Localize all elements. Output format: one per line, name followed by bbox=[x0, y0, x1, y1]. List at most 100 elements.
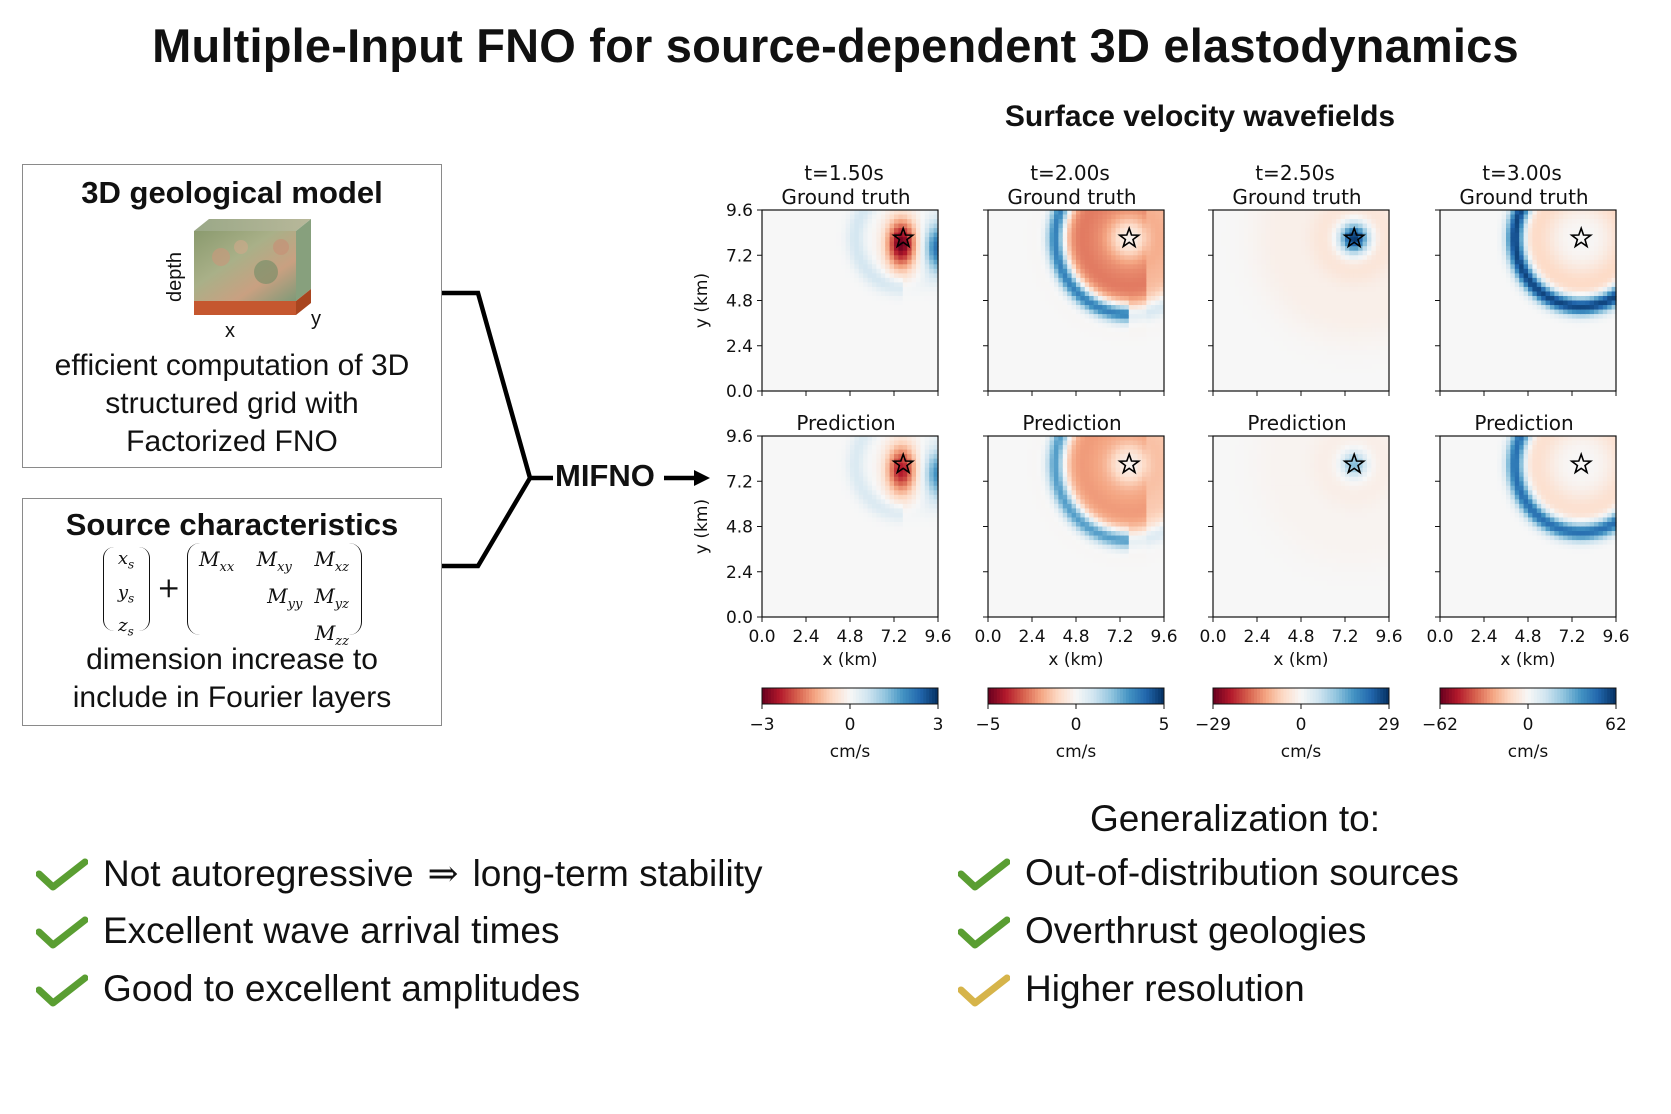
heatmap-cell bbox=[1071, 309, 1077, 315]
heatmap-cell bbox=[1084, 336, 1090, 342]
heatmap-cell bbox=[784, 282, 789, 288]
heatmap-cell bbox=[854, 467, 860, 473]
heatmap-cell bbox=[1027, 219, 1033, 225]
heatmap-cell bbox=[823, 255, 829, 261]
heatmap-cell bbox=[801, 535, 807, 541]
heatmap-cell bbox=[845, 268, 851, 274]
heatmap-cell bbox=[766, 472, 772, 478]
heatmap-cell bbox=[1120, 223, 1125, 229]
heatmap-cell bbox=[858, 291, 864, 297]
heatmap-cell bbox=[929, 363, 935, 369]
heatmap-cell bbox=[1018, 314, 1024, 320]
heatmap-cell bbox=[801, 386, 807, 392]
heatmap-cell bbox=[1049, 323, 1055, 329]
heatmap-cell bbox=[902, 336, 908, 342]
heatmap-cell bbox=[775, 571, 781, 577]
heatmap-cell bbox=[1001, 228, 1007, 234]
heatmap-cell bbox=[819, 228, 825, 234]
heatmap-cell bbox=[819, 377, 825, 383]
heatmap-cell bbox=[1018, 345, 1024, 351]
heatmap-cell bbox=[898, 607, 904, 614]
heatmap-cell bbox=[876, 481, 882, 487]
heatmap-cell bbox=[933, 549, 939, 555]
heatmap-cell bbox=[867, 223, 873, 229]
heatmap-cell bbox=[996, 345, 1002, 351]
heatmap-cell bbox=[880, 526, 886, 532]
heatmap-cell bbox=[863, 386, 869, 392]
heatmap-cell bbox=[863, 508, 869, 514]
heatmap-cell bbox=[775, 512, 781, 519]
heatmap-cell bbox=[1089, 332, 1095, 338]
heatmap-cell bbox=[1036, 250, 1042, 256]
heatmap-cell bbox=[876, 535, 882, 541]
heatmap-cell bbox=[762, 377, 767, 383]
heatmap-cell bbox=[854, 291, 860, 297]
heatmap-cell bbox=[1080, 273, 1086, 279]
heatmap-cell bbox=[841, 273, 847, 279]
heatmap-cell bbox=[1124, 223, 1130, 229]
heatmap-cell bbox=[889, 377, 895, 383]
heatmap-cell bbox=[907, 241, 913, 247]
heatmap-cell bbox=[988, 255, 993, 261]
heatmap-cell bbox=[1045, 300, 1051, 306]
heatmap-cell bbox=[788, 567, 794, 573]
heatmap-cell bbox=[1124, 291, 1130, 297]
heatmap-cell bbox=[1036, 309, 1042, 315]
heatmap-cell bbox=[889, 354, 895, 360]
heatmap-cell bbox=[1049, 354, 1055, 360]
heatmap-cell bbox=[1089, 282, 1095, 288]
heatmap-cell bbox=[894, 526, 899, 532]
heatmap-cell bbox=[854, 540, 860, 546]
heatmap-cell bbox=[810, 246, 816, 252]
heatmap-cell bbox=[1058, 318, 1064, 324]
heatmap-cell bbox=[858, 544, 864, 550]
heatmap-cell bbox=[898, 580, 904, 586]
heatmap-cell bbox=[992, 372, 998, 379]
heatmap-cell bbox=[1159, 241, 1165, 247]
heatmap-cell bbox=[911, 585, 917, 591]
heatmap-cell bbox=[1067, 273, 1073, 279]
panel-time-label: t=1.50s bbox=[804, 161, 884, 185]
heatmap-cell bbox=[836, 318, 842, 324]
heatmap-cell bbox=[1040, 305, 1046, 311]
heatmap-cell bbox=[810, 250, 816, 256]
heatmap-cell bbox=[1045, 341, 1051, 347]
heatmap-cell bbox=[766, 341, 772, 347]
heatmap-cell bbox=[1146, 323, 1152, 329]
heatmap-cell bbox=[823, 210, 829, 216]
heatmap-cell bbox=[1159, 300, 1165, 306]
heatmap-cell bbox=[806, 291, 811, 297]
heatmap-cell bbox=[902, 359, 908, 365]
heatmap-cell bbox=[920, 585, 926, 591]
heatmap-cell bbox=[1054, 255, 1059, 261]
heatmap-cell bbox=[1005, 345, 1011, 351]
heatmap-cell bbox=[996, 332, 1002, 338]
heatmap-cell bbox=[911, 305, 917, 311]
heatmap-cell bbox=[880, 531, 886, 537]
heatmap-cell bbox=[988, 241, 993, 247]
heatmap-cell bbox=[766, 594, 772, 600]
heatmap-cell bbox=[823, 517, 829, 523]
heatmap-cell bbox=[911, 309, 917, 315]
heatmap-cell bbox=[814, 445, 820, 451]
heatmap-cell bbox=[832, 219, 838, 225]
heatmap-cell bbox=[1128, 210, 1134, 216]
heatmap-cell bbox=[832, 567, 838, 573]
heatmap-cell bbox=[792, 250, 798, 256]
heatmap-cell bbox=[819, 540, 825, 546]
heatmap-cell bbox=[1014, 210, 1020, 216]
heatmap-cell bbox=[876, 377, 882, 383]
heatmap-cell bbox=[876, 603, 882, 609]
heatmap-cell bbox=[762, 494, 767, 500]
heatmap-cell bbox=[929, 517, 935, 523]
heatmap-cell bbox=[885, 246, 891, 252]
heatmap-cell bbox=[1093, 241, 1099, 247]
heatmap-cell bbox=[814, 472, 820, 478]
heatmap-cell bbox=[792, 363, 798, 369]
heatmap-cell bbox=[996, 354, 1002, 360]
heatmap-cell bbox=[867, 585, 873, 591]
heatmap-cell bbox=[819, 295, 825, 302]
heatmap-cell bbox=[1062, 332, 1068, 338]
heatmap-cell bbox=[933, 585, 939, 591]
heatmap-cell bbox=[933, 598, 939, 605]
